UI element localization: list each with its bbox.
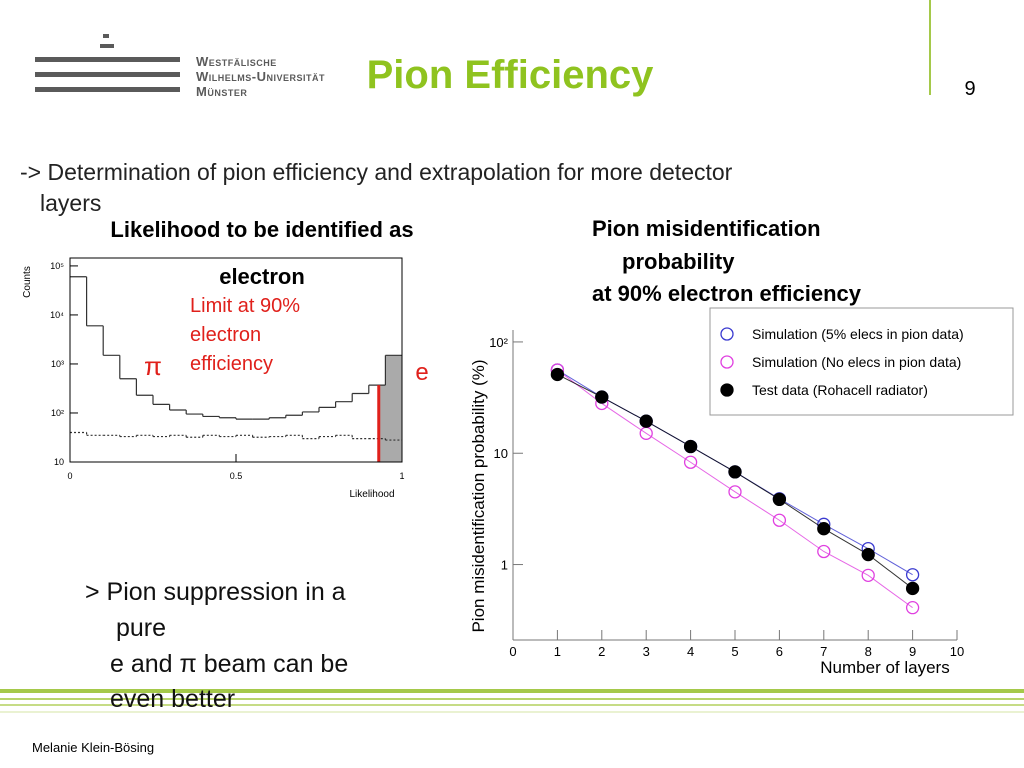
y-tick-label: 1 bbox=[501, 558, 508, 573]
data-point bbox=[550, 367, 565, 382]
data-point bbox=[905, 568, 920, 582]
x-tick-label: 9 bbox=[909, 644, 916, 659]
shaded-region bbox=[378, 355, 402, 462]
footer-stripes bbox=[0, 689, 1024, 713]
series-line bbox=[557, 369, 913, 609]
data-point bbox=[639, 414, 653, 428]
legend-label: Simulation (5% elecs in pion data) bbox=[752, 326, 964, 342]
limit-label: efficiency bbox=[190, 353, 273, 375]
data-point bbox=[683, 455, 698, 469]
logo-mark bbox=[103, 34, 109, 38]
logo-bar bbox=[35, 72, 180, 77]
y-axis-label: Pion misidentification probability (%) bbox=[469, 359, 488, 632]
legend-marker bbox=[720, 383, 734, 397]
x-tick-label: 5 bbox=[731, 644, 738, 659]
legend-marker bbox=[720, 327, 734, 341]
logo-bar bbox=[35, 87, 180, 92]
y-tick-label: 10³ bbox=[51, 359, 64, 369]
x-tick-label: 1 bbox=[399, 471, 404, 481]
x-tick-label: 10 bbox=[950, 644, 964, 659]
data-point bbox=[728, 485, 742, 499]
x-tick-label: 6 bbox=[776, 644, 783, 659]
x-tick-label: 4 bbox=[687, 644, 694, 659]
logo-text: Wilhelms-Universität bbox=[196, 69, 325, 84]
x-axis-label: Number of layers bbox=[820, 658, 949, 677]
data-point bbox=[861, 547, 875, 562]
y-tick-label: 10⁵ bbox=[50, 261, 64, 271]
x-tick-label: 2 bbox=[598, 644, 605, 659]
data-point bbox=[683, 439, 698, 454]
legend-marker bbox=[720, 355, 734, 369]
footer-author: Melanie Klein-Bösing bbox=[32, 740, 154, 755]
logo-text: Westfälische bbox=[196, 54, 277, 69]
chart-title: probability bbox=[622, 249, 735, 274]
note-text: even better bbox=[110, 685, 235, 713]
x-tick-label: 7 bbox=[820, 644, 827, 659]
chart-title: electron bbox=[219, 264, 305, 289]
data-point bbox=[728, 465, 742, 479]
x-tick-label: 0 bbox=[509, 644, 516, 659]
data-point bbox=[905, 601, 920, 615]
data-point bbox=[817, 544, 831, 559]
chart-title: Pion misidentification bbox=[592, 216, 821, 241]
data-point bbox=[861, 568, 875, 582]
data-point bbox=[595, 390, 609, 404]
data-point bbox=[772, 492, 787, 507]
legend-label: Simulation (No elecs in pion data) bbox=[752, 354, 961, 370]
slide-title: Pion Efficiency bbox=[367, 53, 654, 97]
pi-label: π bbox=[144, 351, 162, 381]
logo-mark bbox=[100, 44, 114, 48]
logo-bar bbox=[35, 57, 180, 62]
legend-box bbox=[709, 307, 1014, 416]
note-text: pure bbox=[116, 614, 166, 642]
y-tick-label: 10 bbox=[494, 446, 508, 461]
chart-title: at 90% electron efficiency bbox=[592, 281, 862, 306]
x-tick-label: 0.5 bbox=[230, 471, 243, 481]
page-number: 9 bbox=[964, 78, 975, 100]
intro-text: -> Determination of pion efficiency and … bbox=[20, 159, 733, 185]
y-tick-label: 10⁴ bbox=[50, 310, 64, 320]
note-text: e and π beam can be bbox=[110, 650, 348, 678]
x-axis-label: Likelihood bbox=[349, 489, 394, 500]
note-text: > Pion suppression in a bbox=[85, 578, 346, 606]
data-point bbox=[772, 513, 787, 527]
x-tick-label: 3 bbox=[643, 644, 650, 659]
logo bbox=[35, 34, 180, 92]
legend-label: Test data (Rohacell radiator) bbox=[752, 382, 928, 398]
limit-label: electron bbox=[190, 324, 261, 346]
x-tick-label: 8 bbox=[865, 644, 872, 659]
e-label: e bbox=[415, 359, 428, 386]
data-point bbox=[905, 581, 920, 596]
y-tick-label: 10 bbox=[54, 457, 64, 467]
chart-title: Likelihood to be identified as bbox=[110, 217, 413, 242]
y-tick-label: 10² bbox=[51, 408, 64, 418]
y-tick-label: 10² bbox=[489, 335, 508, 350]
x-tick-label: 0 bbox=[67, 471, 72, 481]
intro-text: layers bbox=[40, 190, 101, 216]
logo-text: Münster bbox=[196, 84, 247, 99]
y-axis-label: Counts bbox=[22, 266, 33, 298]
limit-label: Limit at 90% bbox=[190, 295, 300, 317]
x-tick-label: 1 bbox=[554, 644, 561, 659]
logo-gap bbox=[95, 47, 120, 51]
data-point bbox=[817, 522, 831, 536]
